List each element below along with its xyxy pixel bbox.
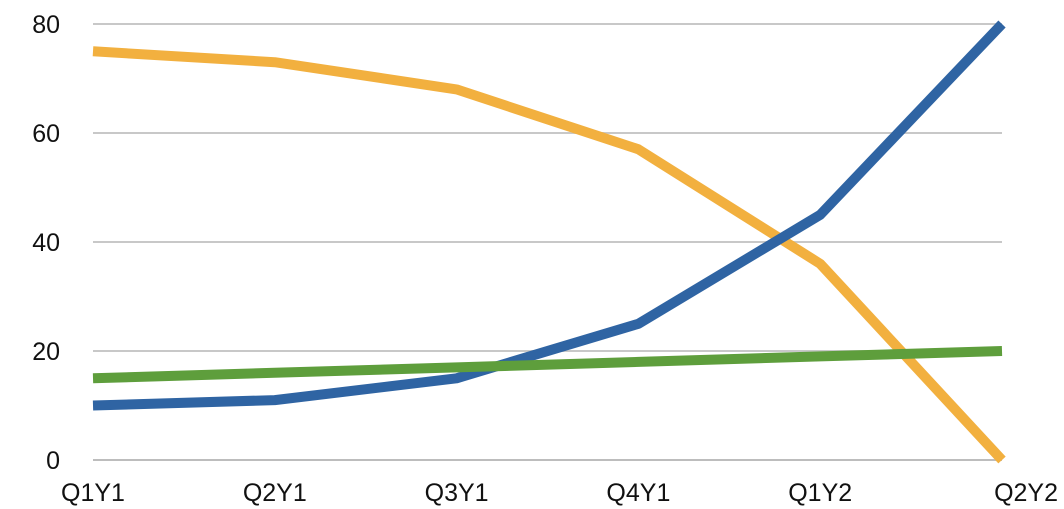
series-line-3 — [92, 346, 1003, 384]
y-tick-label: 20 — [32, 338, 60, 366]
x-tick-label: Q1Y1 — [61, 479, 125, 507]
x-axis-ticks: Q1Y1 Q2Y1 Q3Y1 Q4Y1 Q1Y2 Q2Y2 — [61, 479, 1058, 507]
x-tick-label: Q2Y1 — [243, 479, 307, 507]
series-line-1 — [92, 46, 1006, 464]
x-tick-label: Q4Y1 — [606, 479, 670, 507]
y-tick-label: 40 — [32, 229, 60, 257]
x-tick-label: Q3Y1 — [425, 479, 489, 507]
y-tick-label: 60 — [32, 120, 60, 148]
y-tick-label: 0 — [46, 447, 60, 475]
x-tick-label: Q2Y2 — [994, 479, 1058, 507]
series-lines — [92, 20, 1006, 464]
y-axis-ticks: 0 20 40 60 80 — [32, 11, 60, 475]
x-tick-label: Q1Y2 — [788, 479, 852, 507]
y-tick-label: 80 — [32, 11, 60, 39]
series-line-2 — [92, 20, 1006, 411]
gridlines — [93, 23, 1002, 461]
